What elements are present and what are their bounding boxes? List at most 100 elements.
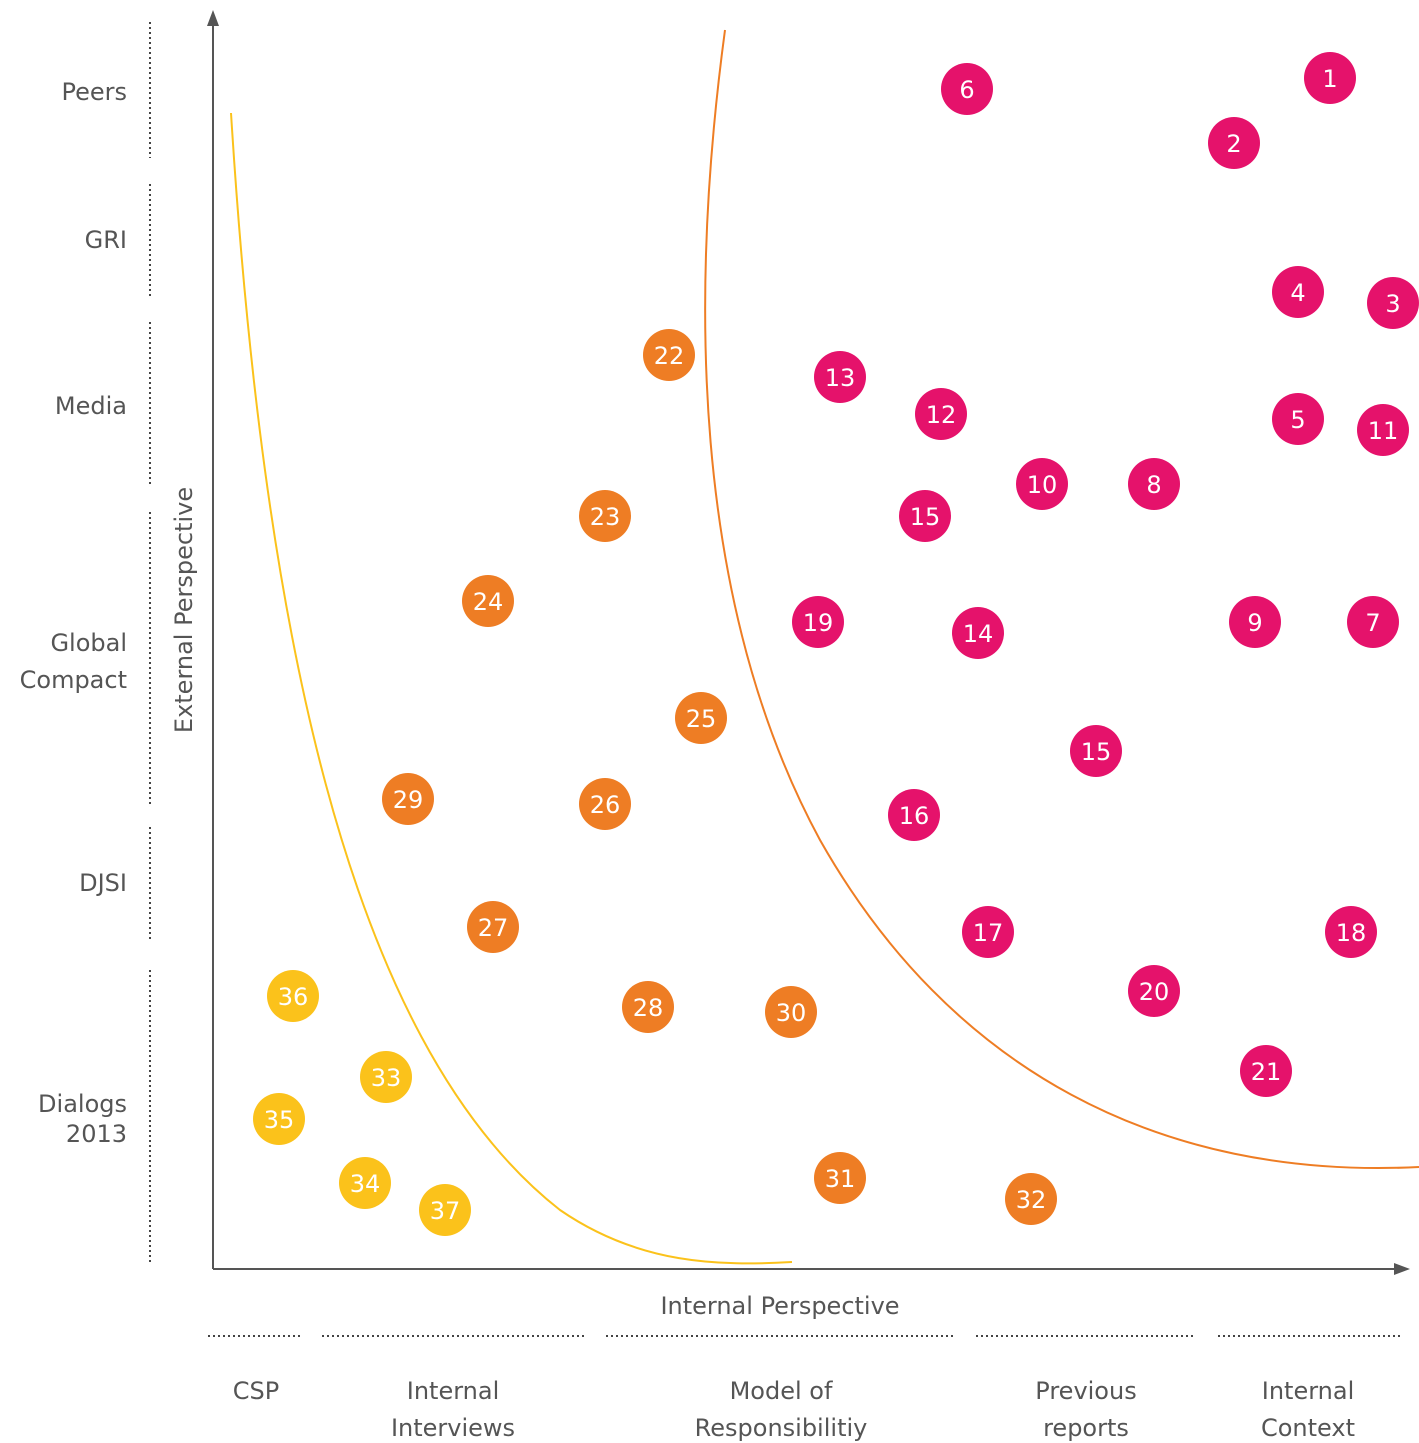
bubble-10: 10	[1016, 458, 1068, 510]
bubble-36: 36	[267, 970, 319, 1022]
bubble-label: 1	[1322, 65, 1337, 93]
bubble-circle	[1304, 52, 1356, 104]
bubble-23: 23	[579, 490, 631, 542]
bubble-label: 33	[371, 1064, 402, 1092]
bubble-circle	[467, 901, 519, 953]
bubble-35: 35	[253, 1093, 305, 1145]
bubble-label: 12	[926, 401, 957, 429]
bubble-circle	[1272, 266, 1324, 318]
bubble-label: 37	[430, 1197, 461, 1225]
bubble-27: 27	[467, 901, 519, 953]
bubble-label: 27	[478, 914, 509, 942]
bubble-14: 14	[952, 607, 1004, 659]
bubble-4: 4	[1272, 266, 1324, 318]
bubble-label: 25	[686, 705, 717, 733]
bubble-circle	[360, 1051, 412, 1103]
bubble-8: 8	[1128, 458, 1180, 510]
bubble-29: 29	[382, 773, 434, 825]
x-category-internal-interviews: Internal Interviews	[391, 1377, 515, 1442]
bubble-20: 20	[1128, 965, 1180, 1017]
y-category-labels: Peers GRI Media Global Compact DJSI Dialogs 201…	[20, 78, 127, 1148]
bubble-label: 5	[1290, 406, 1305, 434]
bubble-label: 10	[1027, 471, 1058, 499]
bubble-circle	[1016, 458, 1068, 510]
bubble-33: 33	[360, 1051, 412, 1103]
bubble-15: 15	[899, 490, 951, 542]
bubble-22: 22	[643, 329, 695, 381]
bubble-circle	[382, 773, 434, 825]
high-threshold-curve	[704, 29, 1419, 1169]
bubble-label: 35	[264, 1106, 295, 1134]
bubble-circle	[253, 1093, 305, 1145]
bubble-21: 21	[1240, 1045, 1292, 1097]
bubble-13: 13	[814, 351, 866, 403]
bubble-18: 18	[1325, 906, 1377, 958]
bubble-label: 4	[1290, 279, 1305, 307]
bubble-17: 17	[962, 906, 1014, 958]
bubble-circle	[675, 692, 727, 744]
x-category-previous-reports: Previous reports	[1035, 1377, 1136, 1442]
bubble-label: 2	[1226, 130, 1241, 158]
bubble-label: 16	[899, 802, 930, 830]
bubble-circle	[962, 906, 1014, 958]
bubble-label: 8	[1146, 471, 1161, 499]
x-category-csp: CSP	[233, 1377, 279, 1405]
x-category-labels: CSP Internal Interviews Model of Responsibil…	[233, 1377, 1355, 1442]
bubble-7: 7	[1347, 596, 1399, 648]
bubble-label: 9	[1247, 609, 1262, 637]
bubble-11: 11	[1357, 404, 1409, 456]
bubble-16: 16	[888, 789, 940, 841]
y-category-peers: Peers	[61, 78, 127, 106]
bubble-3: 3	[1367, 277, 1419, 329]
bubble-30: 30	[765, 986, 817, 1038]
bubble-circle	[792, 596, 844, 648]
y-category-dialogs-2013: Dialogs 2013	[38, 1090, 127, 1148]
bubble-12: 12	[915, 388, 967, 440]
bubble-25: 25	[675, 692, 727, 744]
bubble-6: 6	[941, 63, 993, 115]
bubble-circle	[1229, 596, 1281, 648]
bubble-9: 9	[1229, 596, 1281, 648]
low-threshold-curve	[230, 112, 793, 1265]
bubble-label: 22	[654, 342, 685, 370]
bubble-label: 28	[633, 994, 664, 1022]
bubble-circle	[765, 986, 817, 1038]
bubble-circle	[1128, 458, 1180, 510]
bubble-label: 14	[963, 620, 994, 648]
bubble-circle	[1005, 1173, 1057, 1225]
bubble-circle	[814, 1152, 866, 1204]
bubble-label: 24	[473, 588, 504, 616]
bubble-label: 15	[910, 503, 941, 531]
bubble-label: 17	[973, 919, 1004, 947]
bubble-label: 31	[825, 1165, 856, 1193]
bubble-15: 15	[1070, 725, 1122, 777]
bubble-circle	[899, 490, 951, 542]
bubble-label: 29	[393, 786, 424, 814]
bubble-label: 7	[1365, 609, 1380, 637]
bubble-28: 28	[622, 981, 674, 1033]
bubble-19: 19	[792, 596, 844, 648]
bubble-label: 26	[590, 791, 621, 819]
bubble-circle	[462, 575, 514, 627]
bubble-label: 23	[590, 503, 621, 531]
bubble-circle	[1325, 906, 1377, 958]
bubble-circle	[941, 63, 993, 115]
bubble-circle	[339, 1157, 391, 1209]
bubble-circle	[622, 981, 674, 1033]
bubble-24: 24	[462, 575, 514, 627]
bubble-label: 34	[350, 1170, 381, 1198]
bubble-label: 11	[1368, 417, 1399, 445]
bubble-2: 2	[1208, 117, 1260, 169]
bubble-label: 32	[1016, 1186, 1047, 1214]
bubble-circle	[814, 351, 866, 403]
x-axis-title: Internal Perspective	[660, 1292, 899, 1320]
bubble-circle	[1272, 393, 1324, 445]
bubble-label: 13	[825, 364, 856, 392]
bubble-37: 37	[419, 1184, 471, 1236]
y-axis-arrow-icon	[207, 10, 219, 26]
bubble-5: 5	[1272, 393, 1324, 445]
bubble-circle	[579, 778, 631, 830]
bubble-label: 21	[1251, 1058, 1282, 1086]
